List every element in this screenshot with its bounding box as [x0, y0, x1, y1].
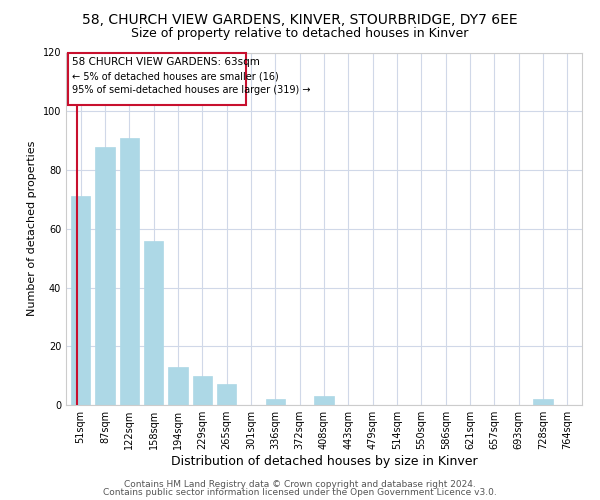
Text: 58 CHURCH VIEW GARDENS: 63sqm: 58 CHURCH VIEW GARDENS: 63sqm: [72, 57, 260, 67]
Bar: [168, 367, 188, 405]
Bar: [266, 399, 285, 405]
Bar: [533, 399, 553, 405]
Bar: [314, 396, 334, 405]
Text: ← 5% of detached houses are smaller (16): ← 5% of detached houses are smaller (16): [72, 72, 279, 82]
Y-axis label: Number of detached properties: Number of detached properties: [27, 141, 37, 316]
Text: 58, CHURCH VIEW GARDENS, KINVER, STOURBRIDGE, DY7 6EE: 58, CHURCH VIEW GARDENS, KINVER, STOURBR…: [82, 12, 518, 26]
Bar: [95, 146, 115, 405]
Bar: [71, 196, 91, 405]
X-axis label: Distribution of detached houses by size in Kinver: Distribution of detached houses by size …: [170, 455, 478, 468]
Bar: [119, 138, 139, 405]
Bar: [217, 384, 236, 405]
Bar: [193, 376, 212, 405]
Bar: [68, 52, 246, 106]
Bar: [144, 240, 163, 405]
Text: Contains HM Land Registry data © Crown copyright and database right 2024.: Contains HM Land Registry data © Crown c…: [124, 480, 476, 489]
Text: Size of property relative to detached houses in Kinver: Size of property relative to detached ho…: [131, 28, 469, 40]
Text: Contains public sector information licensed under the Open Government Licence v3: Contains public sector information licen…: [103, 488, 497, 497]
Text: 95% of semi-detached houses are larger (319) →: 95% of semi-detached houses are larger (…: [72, 85, 311, 95]
